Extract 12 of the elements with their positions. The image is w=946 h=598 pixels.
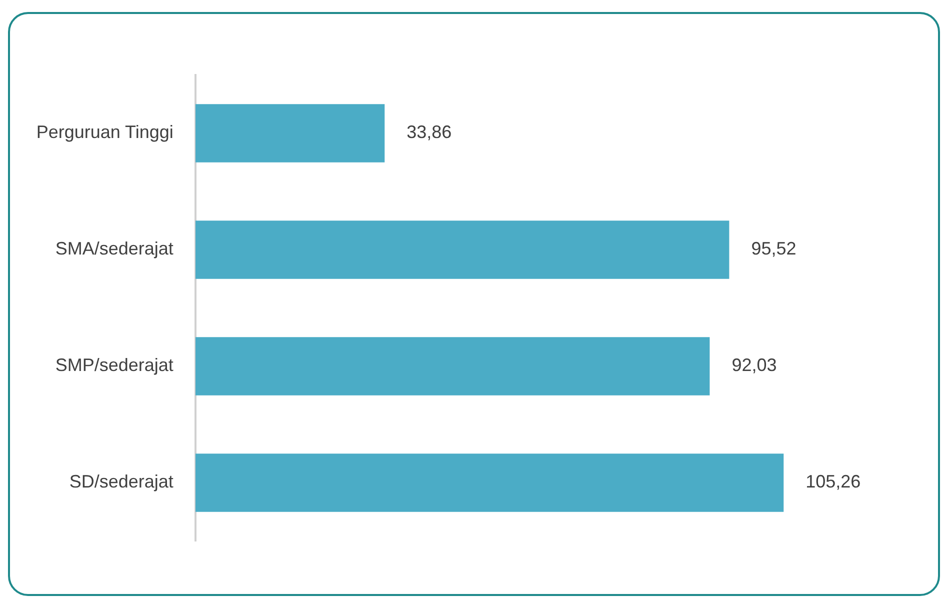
- y-tick-label: SD/sederajat: [69, 472, 174, 492]
- bar: [195, 104, 385, 162]
- y-tick-label: SMP/sederajat: [55, 355, 174, 376]
- bar: [195, 454, 784, 512]
- data-label: 105,26: [806, 472, 861, 492]
- data-label: 33,86: [406, 122, 452, 142]
- bar: [195, 337, 710, 396]
- y-tick-label: SMA/sederajat: [55, 238, 174, 259]
- y-tick-label: Perguruan Tinggi: [36, 122, 174, 142]
- data-label: 92,03: [732, 355, 777, 376]
- bar: [195, 220, 730, 279]
- data-label: 95,52: [751, 238, 796, 259]
